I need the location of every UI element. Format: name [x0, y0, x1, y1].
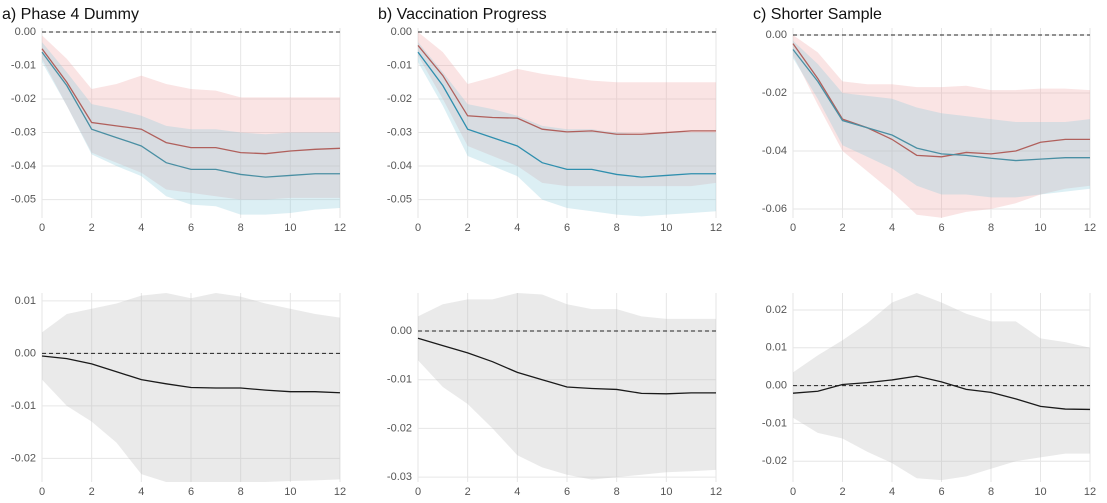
- x-tick-label: 12: [710, 222, 722, 234]
- x-tick-label: 4: [514, 486, 520, 498]
- x-tick-label: 0: [790, 486, 796, 498]
- panel-title: c) Shorter Sample: [753, 6, 882, 23]
- x-tick-label: 0: [415, 486, 421, 498]
- x-tick-label: 8: [988, 486, 994, 498]
- x-tick-label: 12: [334, 486, 346, 498]
- y-tick-label: -0.03: [387, 471, 412, 483]
- y-tick-label: -0.02: [11, 93, 36, 105]
- y-tick-label: -0.02: [762, 87, 787, 99]
- confidence-band: [42, 42, 340, 215]
- x-tick-label: 2: [839, 222, 845, 234]
- y-tick-label: 0.02: [766, 304, 787, 316]
- irf-line: [41, 51, 340, 178]
- y-tick-label: -0.04: [762, 145, 787, 157]
- x-tick-label: 0: [415, 222, 421, 234]
- x-tick-label: 2: [839, 486, 845, 498]
- x-tick-label: 6: [188, 222, 194, 234]
- y-tick-label: -0.02: [11, 452, 36, 464]
- x-tick-label: 2: [465, 486, 471, 498]
- y-tick-label: 0.00: [766, 29, 787, 41]
- y-tick-label: 0.00: [15, 26, 36, 38]
- x-tick-label: 10: [660, 486, 672, 498]
- x-tick-label: 8: [238, 486, 244, 498]
- y-tick-label: 0.00: [766, 380, 787, 392]
- x-tick-label: 6: [564, 222, 570, 234]
- y-tick-label: 0.00: [391, 325, 412, 337]
- y-tick-label: -0.02: [387, 422, 412, 434]
- x-tick-label: 10: [1034, 222, 1046, 234]
- x-tick-label: 6: [938, 486, 944, 498]
- confidence-band: [793, 293, 1090, 481]
- confidence-band: [418, 293, 716, 480]
- confidence-band: [793, 40, 1090, 198]
- x-tick-label: 10: [284, 486, 296, 498]
- x-tick-label: 12: [334, 222, 346, 234]
- y-tick-label: -0.03: [11, 126, 36, 138]
- x-tick-label: 10: [284, 222, 296, 234]
- y-tick-label: -0.02: [387, 93, 412, 105]
- y-tick-label: 0.00: [15, 347, 36, 359]
- x-tick-label: 2: [89, 222, 95, 234]
- x-tick-label: 10: [660, 222, 672, 234]
- y-tick-label: -0.04: [11, 160, 36, 172]
- confidence-band: [418, 42, 716, 217]
- y-tick-label: -0.01: [11, 59, 36, 71]
- x-tick-label: 10: [1034, 486, 1046, 498]
- x-tick-label: 0: [39, 486, 45, 498]
- x-tick-label: 12: [1084, 486, 1096, 498]
- panel-title: b) Vaccination Progress: [378, 6, 547, 23]
- y-tick-label: -0.02: [762, 455, 787, 467]
- irf-line: [41, 355, 341, 394]
- x-tick-label: 8: [238, 222, 244, 234]
- x-tick-label: 4: [889, 222, 895, 234]
- x-tick-label: 2: [89, 486, 95, 498]
- confidence-band: [42, 35, 340, 200]
- x-tick-label: 4: [138, 222, 144, 234]
- y-tick-label: -0.01: [387, 374, 412, 386]
- y-tick-label: -0.05: [11, 193, 36, 205]
- irf-line: [417, 45, 716, 135]
- x-tick-label: 6: [188, 486, 194, 498]
- x-tick-label: 2: [465, 222, 471, 234]
- y-tick-label: -0.01: [387, 59, 412, 71]
- x-tick-label: 12: [710, 486, 722, 498]
- x-tick-label: 4: [889, 486, 895, 498]
- irf-line: [417, 51, 716, 178]
- y-tick-label: 0.00: [391, 26, 412, 38]
- x-tick-label: 6: [938, 222, 944, 234]
- y-tick-label: 0.01: [15, 295, 36, 307]
- irf-line: [792, 49, 1090, 162]
- x-tick-label: 6: [564, 486, 570, 498]
- y-tick-label: -0.04: [387, 160, 412, 172]
- irf-line: [792, 375, 1091, 411]
- y-tick-label: -0.01: [762, 417, 787, 429]
- x-tick-label: 4: [514, 222, 520, 234]
- confidence-band: [793, 34, 1090, 218]
- y-tick-label: -0.01: [11, 400, 36, 412]
- x-tick-label: 4: [138, 486, 144, 498]
- irf-line: [41, 48, 341, 155]
- y-tick-label: 0.01: [766, 342, 787, 354]
- irf-line: [792, 43, 1090, 158]
- x-tick-label: 8: [614, 222, 620, 234]
- x-tick-label: 0: [790, 222, 796, 234]
- confidence-band: [418, 32, 716, 187]
- x-tick-label: 12: [1084, 222, 1096, 234]
- x-tick-label: 8: [614, 486, 620, 498]
- irf-line: [417, 337, 716, 395]
- x-tick-label: 8: [988, 222, 994, 234]
- y-tick-label: -0.05: [387, 193, 412, 205]
- y-tick-label: -0.03: [387, 126, 412, 138]
- panel-title: a) Phase 4 Dummy: [2, 6, 139, 23]
- y-tick-label: -0.06: [762, 203, 787, 215]
- x-tick-label: 0: [39, 222, 45, 234]
